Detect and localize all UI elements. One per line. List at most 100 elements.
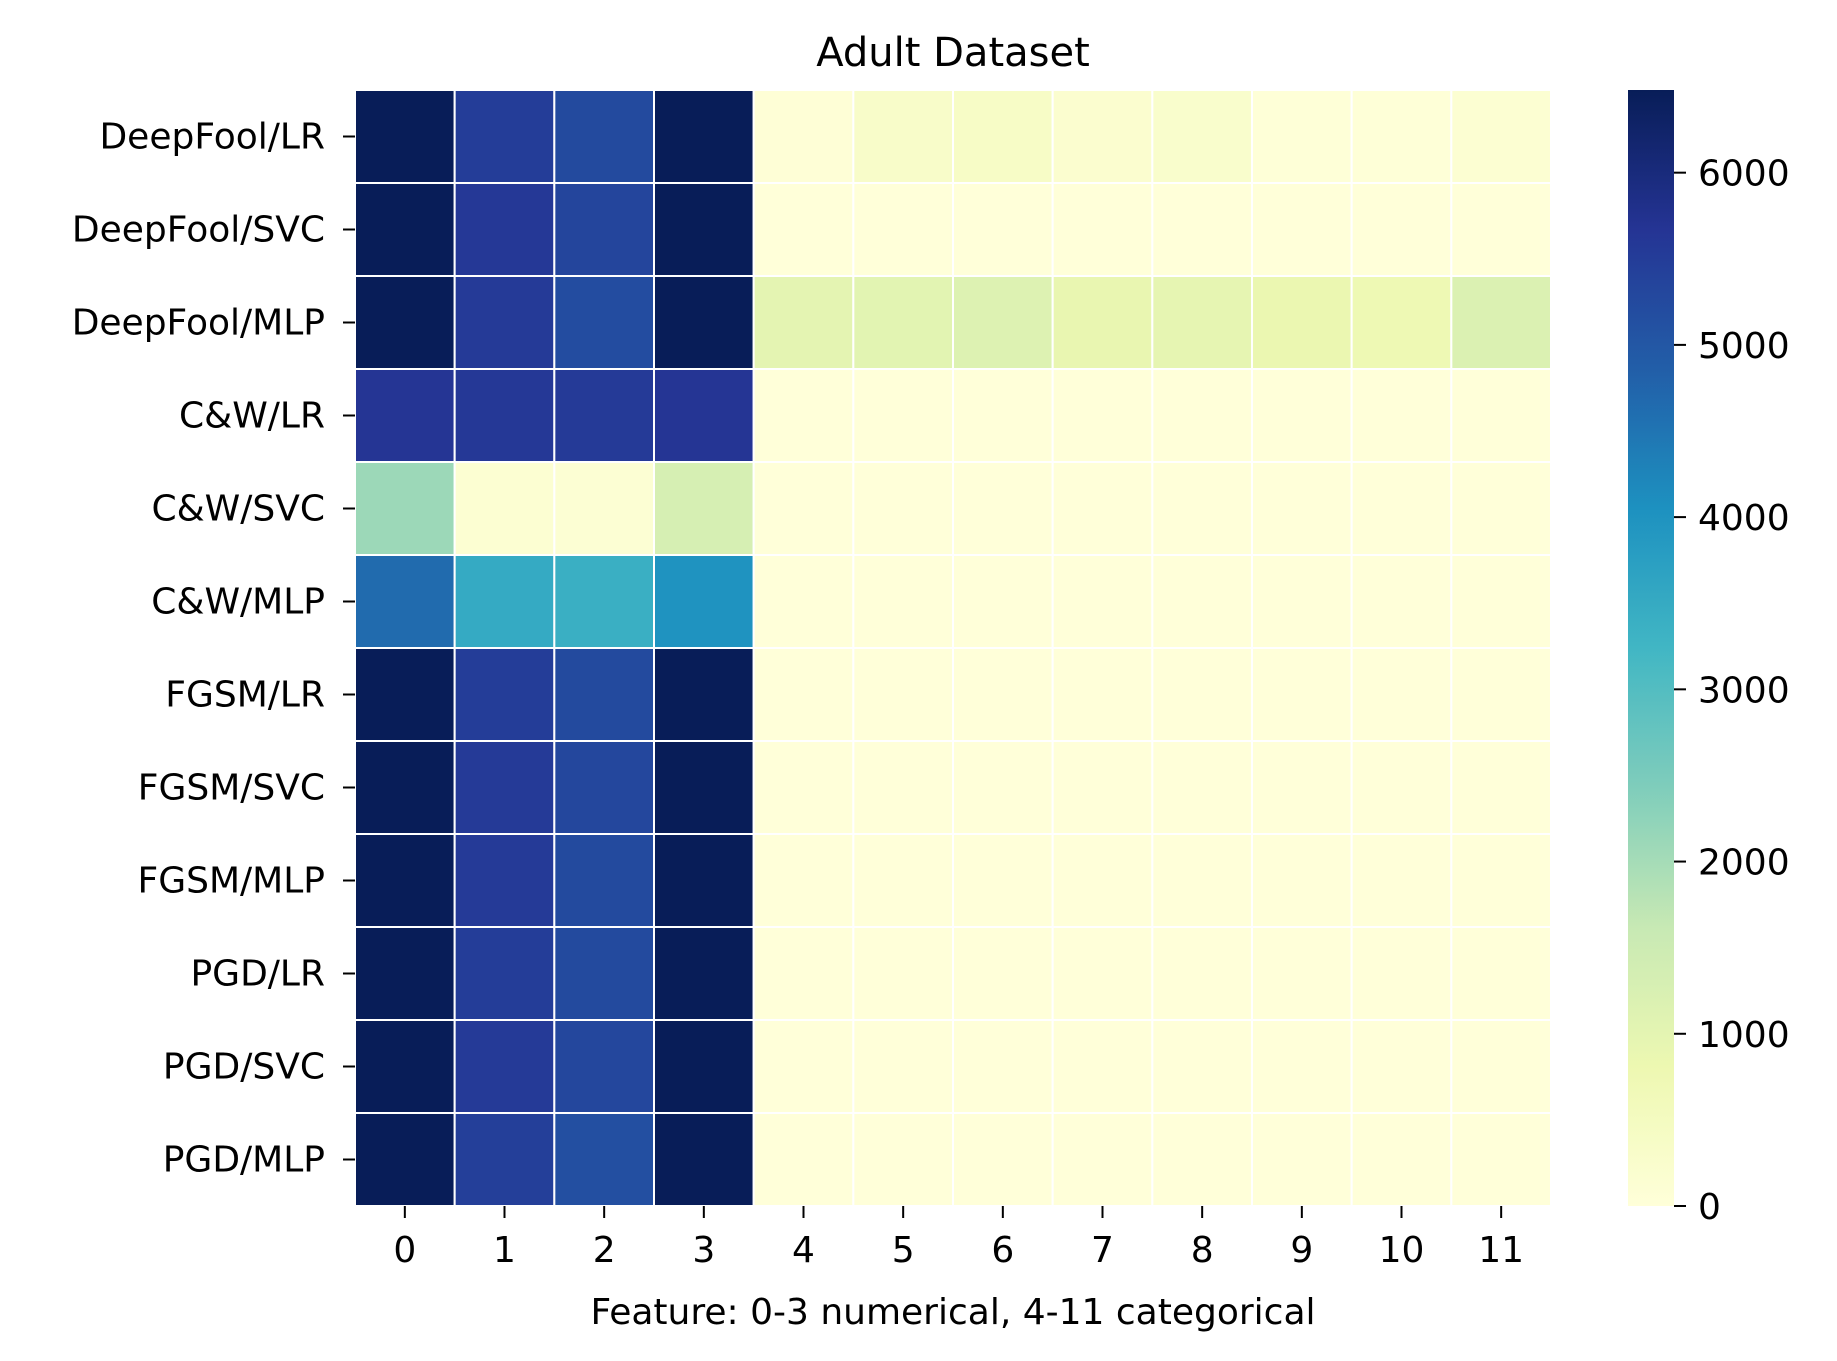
heatmap-cell [653,833,755,928]
heatmap-cell [1450,89,1553,184]
heatmap-cell [1450,461,1553,556]
heatmap-cell [1151,647,1254,742]
y-tick-label: C&W/MLP [151,582,325,623]
heatmap-cell [1450,1112,1553,1207]
heatmap-cell [1051,647,1154,742]
heatmap-cell [1350,182,1453,277]
heatmap-cell [1450,740,1553,835]
heatmap-cell [1151,1019,1254,1114]
heatmap-cell [1051,1019,1154,1114]
heatmap-cell [553,740,655,835]
heatmap-cell [1151,461,1254,556]
heatmap-cell [653,1019,755,1114]
heatmap-cell [553,926,655,1021]
heatmap-cell [752,461,855,556]
heatmap-cell [1251,368,1353,463]
heatmap-cell [952,740,1054,835]
heatmap-cell [752,1112,855,1207]
chart-title: Adult Dataset [816,30,1090,76]
heatmap-cell [752,833,855,928]
heatmap-cell [1151,182,1254,277]
heatmap-cells [354,89,1553,1207]
heatmap-cell [952,926,1054,1021]
heatmap-cell [952,368,1054,463]
x-tick-label: 4 [792,1230,815,1271]
x-tick-label: 6 [991,1230,1014,1271]
heatmap-cell [1151,554,1254,649]
heatmap-cell [1151,833,1254,928]
heatmap-cell [354,89,456,184]
heatmap-cell [453,926,556,1021]
heatmap-cell [653,740,755,835]
heatmap-cell [354,554,456,649]
y-tick-label: PGD/LR [190,954,325,995]
heatmap-cell [1051,740,1154,835]
heatmap-cell [354,368,456,463]
heatmap-cell [1350,461,1453,556]
y-tick-label: DeepFool/SVC [72,210,325,251]
heatmap-cell [852,740,954,835]
heatmap-cell [952,275,1054,370]
heatmap-cell [1251,182,1353,277]
heatmap-cell [752,368,855,463]
heatmap-cell [952,833,1054,928]
heatmap-cell [354,833,456,928]
heatmap-cell [852,1019,954,1114]
heatmap-cell [1151,89,1254,184]
heatmap-cell [752,926,855,1021]
heatmap-cell [1350,368,1453,463]
heatmap-cell [752,182,855,277]
heatmap-cell [553,275,655,370]
heatmap-cell [1151,740,1254,835]
heatmap-cell [453,368,556,463]
heatmap-cell [852,1112,954,1207]
x-tick-label: 9 [1290,1230,1313,1271]
heatmap-cell [653,926,755,1021]
heatmap-cell [1151,926,1254,1021]
heatmap-cell [852,275,954,370]
heatmap-cell [653,554,755,649]
heatmap-cell [1051,554,1154,649]
heatmap-cell [1350,1019,1453,1114]
heatmap-cell [1051,182,1154,277]
heatmap-cell [653,89,755,184]
heatmap-cell [453,182,556,277]
y-tick-label: C&W/SVC [151,489,325,530]
colorbar-tick-label: 0 [1698,1187,1721,1228]
heatmap-cell [453,1112,556,1207]
heatmap-cell [453,647,556,742]
heatmap-cell [1350,740,1453,835]
heatmap-cell [553,1019,655,1114]
heatmap-cell [1251,647,1353,742]
x-tick-label: 2 [593,1230,616,1271]
y-tick-label: DeepFool/MLP [72,303,325,344]
heatmap-cell [553,89,655,184]
x-tick-label: 1 [493,1230,516,1271]
heatmap-cell [852,368,954,463]
heatmap-cell [354,926,456,1021]
heatmap-cell [1350,275,1453,370]
heatmap-cell [453,833,556,928]
heatmap-cell [1450,833,1553,928]
heatmap-cell [1251,275,1353,370]
heatmap-cell [852,554,954,649]
heatmap-cell [354,275,456,370]
heatmap-cell [553,182,655,277]
heatmap-cell [653,1112,755,1207]
heatmap-cell [453,89,556,184]
x-tick-label: 0 [393,1230,416,1271]
colorbar-tick-label: 4000 [1698,498,1790,539]
heatmap-cell [1350,554,1453,649]
y-axis-ticks: DeepFool/LR DeepFool/SVC DeepFool/MLP C&W/L… [72,117,355,1181]
x-tick-label: 8 [1191,1230,1214,1271]
heatmap-cell [752,647,855,742]
heatmap-cell [653,647,755,742]
heatmap-cell [1251,926,1353,1021]
x-tick-label: 3 [692,1230,715,1271]
heatmap-cell [1251,1112,1353,1207]
heatmap-cell [1051,275,1154,370]
heatmap-cell [1350,1112,1453,1207]
heatmap-cell [553,647,655,742]
colorbar-tick-label: 5000 [1698,326,1790,367]
